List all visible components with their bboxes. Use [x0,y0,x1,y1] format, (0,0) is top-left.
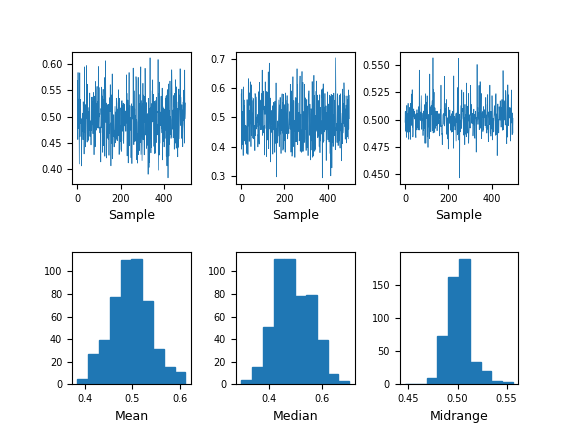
Bar [120,260,131,384]
Bar [131,259,142,384]
Bar [306,295,317,384]
X-axis label: Midrange: Midrange [430,410,488,423]
Bar [437,336,448,384]
Bar [338,381,349,384]
Bar [480,371,491,384]
X-axis label: Sample: Sample [272,209,319,222]
Bar [328,374,338,384]
Bar [491,381,502,384]
Bar [502,382,513,384]
Bar [427,378,437,384]
Bar [88,354,99,384]
Bar [285,259,295,384]
Bar [241,380,252,384]
Bar [164,368,175,384]
Bar [142,301,153,384]
Bar [448,277,459,384]
X-axis label: Mean: Mean [114,410,149,423]
Bar [175,372,185,384]
Bar [317,340,328,384]
Bar [252,368,263,384]
Bar [153,349,164,384]
Bar [470,362,480,384]
Bar [459,259,470,384]
X-axis label: Sample: Sample [108,209,155,222]
Bar [110,297,120,384]
X-axis label: Median: Median [272,410,318,423]
Bar [99,340,110,384]
Bar [263,327,274,384]
Bar [77,379,88,384]
Bar [274,259,285,384]
Bar [295,296,306,384]
X-axis label: Sample: Sample [435,209,483,222]
